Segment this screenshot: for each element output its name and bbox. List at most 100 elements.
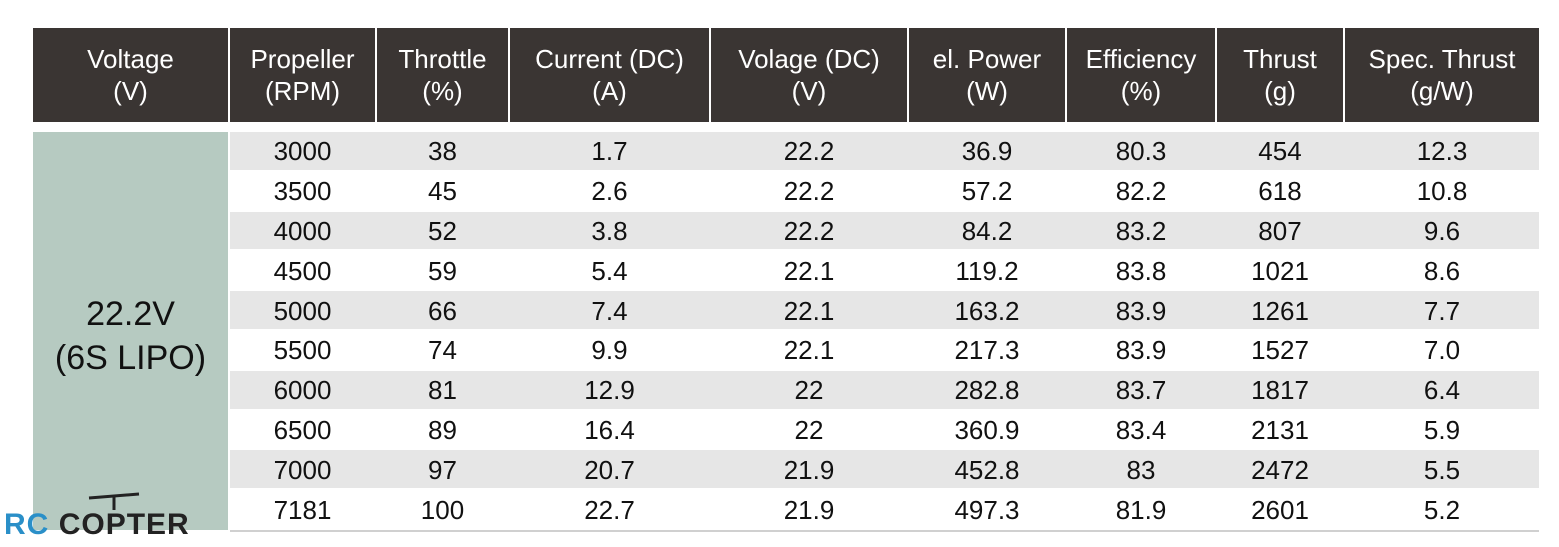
data-cell: 5.4 bbox=[591, 255, 628, 286]
data-cell: 59 bbox=[428, 255, 457, 286]
header-text: Efficiency bbox=[1085, 44, 1197, 74]
data-cell: 83.2 bbox=[1115, 215, 1167, 246]
data-cell: 5500 bbox=[273, 335, 332, 366]
data-cell: 57.2 bbox=[961, 176, 1013, 207]
data-cell: 22.1 bbox=[783, 295, 835, 326]
row-background bbox=[230, 211, 1539, 250]
data-cell: 100 bbox=[420, 494, 465, 525]
header-cell: Throttle (%) bbox=[377, 28, 508, 122]
data-cell: 83.7 bbox=[1115, 375, 1167, 406]
data-cell: 74 bbox=[428, 335, 457, 366]
data-cell: 38 bbox=[428, 136, 457, 167]
header-text: Thrust bbox=[1243, 44, 1317, 74]
data-cell: 3.8 bbox=[591, 215, 628, 246]
header-cell: Thrust (g) bbox=[1217, 28, 1343, 122]
data-cell: 6000 bbox=[273, 375, 332, 406]
data-cell: 4000 bbox=[273, 215, 332, 246]
data-cell: 97 bbox=[428, 454, 457, 485]
data-cell: 807 bbox=[1258, 215, 1302, 246]
row-background bbox=[230, 291, 1539, 329]
data-cell: 7.4 bbox=[591, 295, 628, 326]
data-cell: 12.3 bbox=[1416, 136, 1468, 167]
logo-icon bbox=[88, 492, 140, 510]
data-cell: 22.2 bbox=[783, 215, 835, 246]
header-text: Spec. Thrust bbox=[1368, 44, 1516, 74]
data-cell: 22.1 bbox=[783, 335, 835, 366]
data-cell: 22.2 bbox=[783, 136, 835, 167]
data-cell: 2131 bbox=[1251, 414, 1309, 445]
data-cell: 89 bbox=[428, 414, 457, 445]
voltage-cell: 22.2V (6S LIPO) bbox=[33, 132, 228, 530]
data-cell: 360.9 bbox=[954, 414, 1020, 445]
data-cell: 83.9 bbox=[1115, 295, 1167, 326]
data-cell: 497.3 bbox=[954, 494, 1020, 525]
data-cell: 83.9 bbox=[1115, 335, 1167, 366]
data-cell: 22 bbox=[794, 375, 824, 406]
header-text: Propeller bbox=[250, 44, 355, 74]
data-cell: 7.0 bbox=[1423, 335, 1461, 366]
header-text: (RPM) bbox=[264, 76, 341, 106]
row-background bbox=[230, 251, 1539, 290]
data-cell: 16.4 bbox=[584, 414, 635, 445]
data-cell: 22.7 bbox=[584, 494, 635, 525]
data-cell: 82.2 bbox=[1115, 176, 1167, 207]
data-cell: 52 bbox=[428, 215, 457, 246]
logo: RC COPTER bbox=[4, 492, 190, 542]
data-cell: 36.9 bbox=[961, 136, 1013, 167]
data-cell: 22 bbox=[794, 414, 824, 445]
data-cell: 1.7 bbox=[591, 136, 628, 167]
data-cell: 1817 bbox=[1251, 375, 1309, 406]
header-text: (V) bbox=[791, 76, 827, 106]
data-cell: 8.6 bbox=[1423, 255, 1461, 286]
data-cell: 282.8 bbox=[954, 375, 1020, 406]
header-text: (V) bbox=[113, 76, 148, 106]
header-text: el. Power bbox=[932, 44, 1042, 74]
data-cell: 217.3 bbox=[954, 335, 1020, 366]
logo-copter: COPTER bbox=[58, 508, 190, 541]
header-text: (A) bbox=[592, 76, 627, 106]
data-cell: 2601 bbox=[1251, 494, 1309, 525]
data-cell: 81.9 bbox=[1115, 494, 1167, 525]
header-text: Throttle bbox=[398, 44, 487, 74]
header-text: (%) bbox=[1120, 76, 1162, 106]
header-text: Current (DC) bbox=[535, 44, 684, 74]
data-cell: 3000 bbox=[273, 136, 332, 167]
data-cell: 163.2 bbox=[954, 295, 1020, 326]
data-cell: 5000 bbox=[273, 295, 332, 326]
data-cell: 81 bbox=[428, 375, 457, 406]
data-cell: 5.5 bbox=[1423, 454, 1461, 485]
header-cell: Current (DC) (A) bbox=[510, 28, 709, 122]
header-cell: Efficiency (%) bbox=[1067, 28, 1215, 122]
logo-rc: RC bbox=[4, 508, 50, 541]
data-cell: 119.2 bbox=[955, 255, 1019, 286]
header-cell: Voltage (V) bbox=[33, 28, 228, 122]
header-text: Volage (DC) bbox=[738, 44, 880, 74]
row-background bbox=[230, 410, 1539, 449]
data-cell: 7000 bbox=[273, 454, 332, 485]
data-cell: 80.3 bbox=[1115, 136, 1167, 167]
data-cell: 22.1 bbox=[783, 255, 835, 286]
data-cell: 3500 bbox=[273, 176, 332, 207]
data-cell: 618 bbox=[1258, 176, 1302, 207]
data-cell: 9.9 bbox=[591, 335, 628, 366]
data-cell: 6.4 bbox=[1423, 375, 1461, 406]
header-text: (g/W) bbox=[1410, 76, 1474, 106]
row-background bbox=[230, 490, 1539, 528]
row-background bbox=[230, 171, 1539, 210]
voltage-text: (6S LIPO) bbox=[54, 339, 207, 377]
row-background bbox=[230, 331, 1539, 369]
data-cell: 5.2 bbox=[1423, 494, 1461, 525]
data-cell: 66 bbox=[428, 295, 457, 326]
header-text: Voltage bbox=[87, 44, 174, 74]
data-cell: 6500 bbox=[273, 414, 332, 445]
header-text: (g) bbox=[1264, 76, 1296, 106]
data-cell: 83.4 bbox=[1115, 414, 1167, 445]
data-cell: 452.8 bbox=[954, 454, 1020, 485]
data-cell: 9.6 bbox=[1423, 215, 1461, 246]
data-cell: 20.7 bbox=[584, 454, 635, 485]
data-cell: 2472 bbox=[1251, 454, 1309, 485]
data-cell: 1021 bbox=[1251, 255, 1309, 286]
data-cell: 21.9 bbox=[783, 454, 835, 485]
header-cell: Propeller (RPM) bbox=[230, 28, 375, 122]
